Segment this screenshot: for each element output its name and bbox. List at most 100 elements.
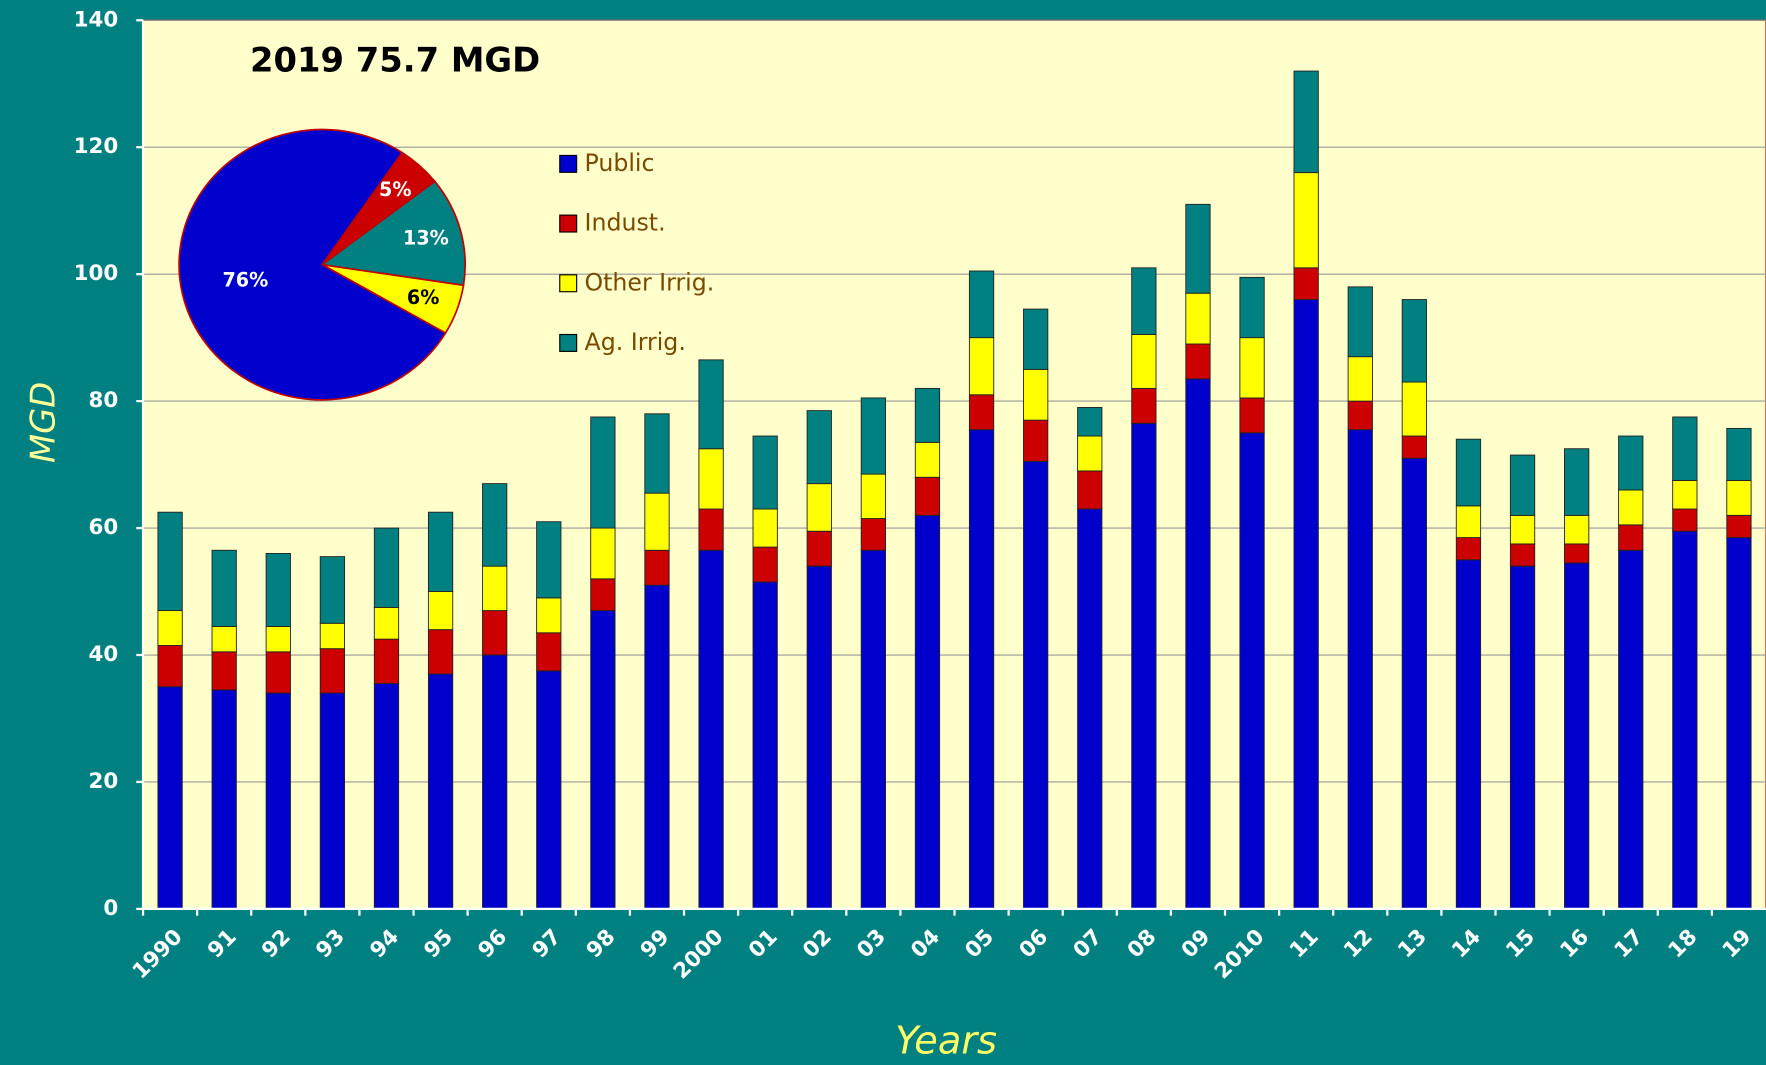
bar-segment xyxy=(1401,435,1427,459)
bar-segment xyxy=(1077,470,1103,510)
bar-segment xyxy=(590,610,616,910)
bar-segment xyxy=(1455,559,1482,910)
bar-segment xyxy=(806,483,832,532)
bar-segment xyxy=(265,625,291,653)
bar-segment xyxy=(644,413,670,494)
bar-segment xyxy=(1672,416,1698,481)
pie-slice xyxy=(319,180,466,287)
pie-label: 13% xyxy=(403,227,449,250)
bar-segment xyxy=(1293,70,1319,174)
x-tick-label: 04 xyxy=(906,924,945,963)
x-tick-label: 03 xyxy=(852,924,891,963)
bar-segment xyxy=(1509,514,1536,545)
bar-segment xyxy=(1023,460,1049,910)
y-tick-label: 40 xyxy=(89,642,119,667)
bar-segment xyxy=(806,530,832,567)
bar-segment xyxy=(482,610,508,656)
bar-segment xyxy=(1023,419,1049,462)
bar-segment xyxy=(1401,381,1427,437)
bar-segment xyxy=(319,556,346,624)
bar-segment xyxy=(536,597,562,634)
bar-segment xyxy=(427,629,454,675)
bar-segment xyxy=(1239,337,1265,399)
bar-segment xyxy=(1618,489,1644,526)
x-tick-label: 11 xyxy=(1285,924,1324,963)
bar-segment xyxy=(1564,562,1590,910)
bar-segment xyxy=(536,670,562,910)
bar-segment xyxy=(1455,505,1482,539)
bar-segment xyxy=(1455,438,1482,507)
x-tick-label: 92 xyxy=(257,924,296,963)
bar-segment xyxy=(644,549,670,586)
bar-segment xyxy=(860,549,886,910)
bar-segment xyxy=(914,441,941,478)
bar-segment xyxy=(1401,299,1427,383)
bar-segment xyxy=(427,591,454,631)
bar-segment xyxy=(590,527,616,580)
bar-segment xyxy=(1077,435,1103,472)
bar-segment xyxy=(698,508,724,551)
bar-segment xyxy=(1023,308,1049,370)
x-tick-label: 97 xyxy=(528,924,567,963)
bar-segment xyxy=(914,476,941,516)
x-tick-label: 96 xyxy=(473,924,512,963)
x-tick-label: 13 xyxy=(1393,924,1432,963)
bar-segment xyxy=(319,648,346,694)
bar-segment xyxy=(1185,378,1211,910)
bar-segment xyxy=(427,673,454,910)
bar-segment xyxy=(914,514,941,910)
bar-segment xyxy=(319,622,346,650)
bar-segment xyxy=(860,518,886,551)
bar-segment xyxy=(1564,448,1590,516)
bar-segment xyxy=(1239,432,1265,910)
y-tick-label: 80 xyxy=(89,388,119,413)
legend-swatch xyxy=(559,333,578,352)
x-tick-label: 98 xyxy=(582,924,621,963)
bar-segment xyxy=(1672,508,1698,532)
x-tick-label: 91 xyxy=(203,924,242,963)
x-tick-label: 99 xyxy=(636,924,675,963)
x-axis-title: Years xyxy=(895,1018,997,1063)
bar-segment xyxy=(1239,397,1265,434)
bar-segment xyxy=(1726,427,1752,481)
bar-segment xyxy=(1131,334,1157,389)
bar-segment xyxy=(1672,480,1698,510)
bar-segment xyxy=(265,651,291,694)
bar-segment xyxy=(1293,172,1319,269)
bar-segment xyxy=(157,645,183,688)
bar-segment xyxy=(752,581,778,910)
y-tick-label: 140 xyxy=(74,7,119,32)
x-tick-label: 05 xyxy=(960,924,999,963)
y-tick-label: 120 xyxy=(74,134,119,159)
x-tick-label: 09 xyxy=(1177,924,1216,963)
x-tick-label: 17 xyxy=(1610,924,1649,963)
bar-segment xyxy=(698,549,724,910)
x-tick-label: 18 xyxy=(1664,924,1703,963)
bar-segment xyxy=(427,511,454,592)
bar-segment xyxy=(590,578,616,612)
bar-segment xyxy=(1509,565,1536,910)
bar-segment xyxy=(1618,435,1644,491)
bar-segment xyxy=(1347,356,1373,402)
x-tick-label: 12 xyxy=(1339,924,1378,963)
x-tick-label: 01 xyxy=(744,924,783,963)
bar-segment xyxy=(1618,524,1644,551)
pie-label: 5% xyxy=(379,178,411,201)
bar-segment xyxy=(698,448,724,510)
x-tick-label: 07 xyxy=(1069,924,1108,963)
x-tick-label: 06 xyxy=(1014,924,1053,963)
legend-label: Ag. Irrig. xyxy=(585,328,686,356)
bar-segment xyxy=(1509,543,1536,567)
bar-segment xyxy=(373,638,400,685)
x-tick-label: 16 xyxy=(1555,924,1594,963)
bar-segment xyxy=(1347,286,1373,358)
bar-segment xyxy=(752,508,778,548)
pie-label: 6% xyxy=(407,286,439,309)
x-tick-label: 15 xyxy=(1501,924,1540,963)
bar-segment xyxy=(1347,429,1373,910)
bar-segment xyxy=(590,416,616,529)
bar-segment xyxy=(1185,203,1211,294)
bar-segment xyxy=(482,483,508,567)
bar-segment xyxy=(1726,514,1752,539)
bar-segment xyxy=(968,337,995,396)
